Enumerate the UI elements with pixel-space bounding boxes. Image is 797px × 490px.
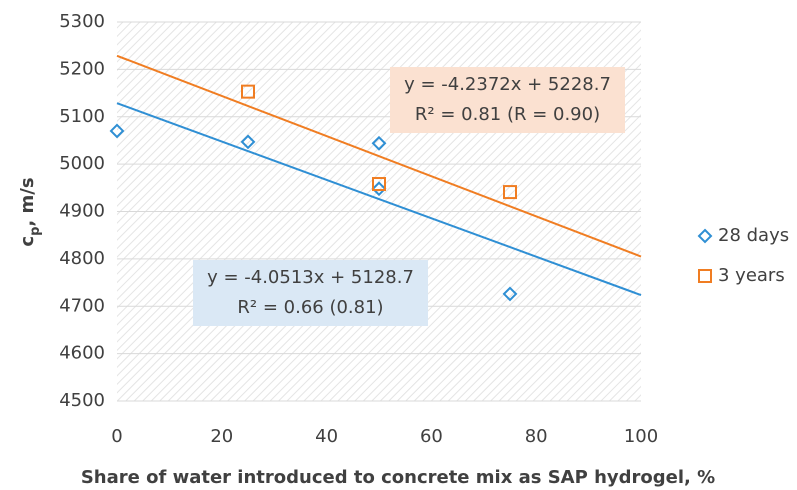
legend-item: 28 days bbox=[697, 225, 789, 246]
y-tick-label: 4600 bbox=[59, 343, 105, 364]
y-axis-label: cp, m/s bbox=[17, 177, 43, 246]
marker bbox=[240, 134, 256, 150]
y-tick-label: 4500 bbox=[59, 390, 105, 411]
marker bbox=[698, 269, 712, 283]
y-tick-label: 4900 bbox=[59, 201, 105, 222]
legend-label: 28 days bbox=[718, 225, 789, 246]
y-tick-label: 5100 bbox=[59, 106, 105, 127]
marker bbox=[503, 185, 517, 200]
legend-label: 3 years bbox=[718, 265, 785, 286]
y-tick-label: 4800 bbox=[59, 248, 105, 269]
y-tick-label: 4700 bbox=[59, 295, 105, 316]
annotation: y = -4.0513x + 5128.7 bbox=[207, 267, 414, 288]
x-tick-label: 20 bbox=[210, 426, 233, 447]
x-tick-label: 100 bbox=[624, 426, 658, 447]
marker bbox=[372, 177, 386, 192]
y-tick-label: 5200 bbox=[59, 58, 105, 79]
x-tick-label: 60 bbox=[420, 426, 443, 447]
annotation-box bbox=[390, 67, 625, 133]
x-axis-label: Share of water introduced to concrete mi… bbox=[81, 467, 715, 488]
marker bbox=[371, 135, 387, 151]
y-tick-label: 5300 bbox=[59, 11, 105, 32]
annotation: R² = 0.81 (R = 0.90) bbox=[415, 104, 600, 125]
x-tick-label: 0 bbox=[111, 426, 122, 447]
annotation-box bbox=[193, 260, 428, 326]
marker bbox=[109, 123, 125, 139]
x-tick-label: 80 bbox=[525, 426, 548, 447]
annotation: R² = 0.66 (0.81) bbox=[237, 297, 383, 318]
trendline bbox=[116, 102, 642, 297]
marker bbox=[241, 84, 255, 99]
annotation: y = -4.2372x + 5228.7 bbox=[404, 74, 611, 95]
legend-item: 3 years bbox=[698, 265, 785, 286]
x-tick-label: 40 bbox=[315, 426, 338, 447]
y-tick-label: 5000 bbox=[59, 153, 105, 174]
marker bbox=[502, 286, 518, 302]
trendline bbox=[116, 54, 642, 258]
marker bbox=[697, 228, 713, 244]
marker bbox=[371, 181, 387, 197]
